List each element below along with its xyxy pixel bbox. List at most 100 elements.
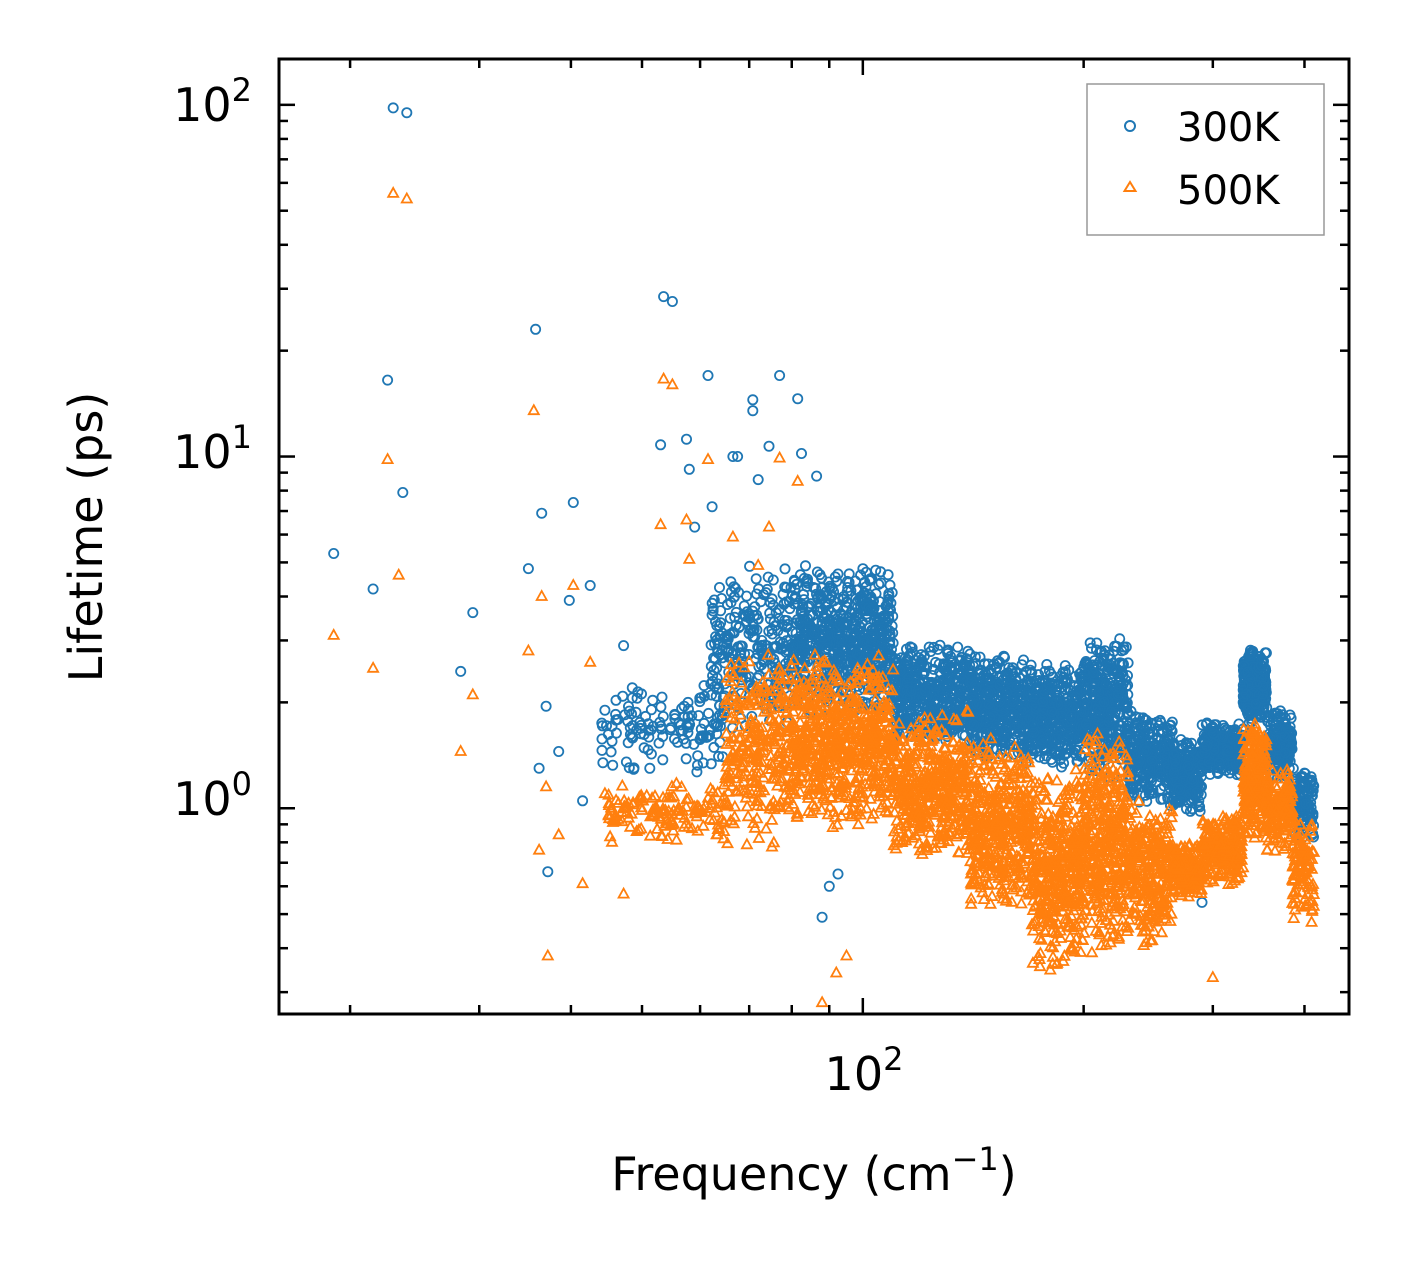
data-point-300k <box>762 571 774 583</box>
data-point-300k <box>744 612 756 624</box>
data-point-300k <box>681 720 693 732</box>
data-point-300k <box>688 738 700 750</box>
data-point-300k <box>715 605 727 617</box>
data-point-300k <box>890 675 902 687</box>
data-point-300k <box>952 641 964 653</box>
data-point-300k <box>917 676 929 688</box>
data-point-300k <box>905 685 917 697</box>
data-point-300k <box>680 737 692 749</box>
data-point-300k <box>775 643 787 655</box>
data-point-300k <box>821 608 833 620</box>
data-point-300k <box>766 628 778 640</box>
data-point-300k <box>797 599 809 611</box>
data-point-300k <box>753 583 765 595</box>
data-point-300k <box>711 683 723 695</box>
data-point-300k <box>826 582 838 594</box>
data-point-300k <box>794 569 806 581</box>
data-point-300k <box>796 604 808 616</box>
data-point-300k <box>909 666 921 678</box>
data-point-300k <box>750 573 762 585</box>
data-point-300k <box>787 590 799 602</box>
data-point-300k <box>716 593 728 605</box>
data-point-300k <box>708 741 720 753</box>
data-point-300k <box>698 680 710 692</box>
data-point-300k <box>865 573 877 585</box>
data-point-300k <box>721 630 733 642</box>
data-point-300k <box>734 621 746 633</box>
data-point-300k <box>818 610 830 622</box>
data-point-300k <box>866 624 878 636</box>
data-point-300k <box>643 724 655 736</box>
data-point-300k <box>832 568 844 580</box>
data-point-300k <box>723 645 735 657</box>
data-point-300k <box>918 650 930 662</box>
data-point-300k <box>833 650 845 662</box>
data-point-300k <box>906 642 918 654</box>
data-point-300k <box>874 631 886 643</box>
data-point-300k <box>722 599 734 611</box>
data-point-300k <box>607 759 619 771</box>
data-point-300k <box>913 652 925 664</box>
data-point-300k <box>747 625 759 637</box>
data-point-300k <box>727 626 739 638</box>
data-point-300k <box>626 692 638 704</box>
data-point-300k <box>706 597 718 609</box>
data-point-300k <box>802 577 814 589</box>
data-point-300k <box>874 613 886 625</box>
data-point-300k <box>610 714 622 726</box>
data-point-300k <box>800 575 812 587</box>
data-point-300k <box>895 698 907 710</box>
data-point-300k <box>711 672 723 684</box>
data-point-300k <box>620 756 632 768</box>
data-point-300k <box>669 709 681 721</box>
data-point-300k <box>811 566 823 578</box>
data-point-300k <box>766 593 778 605</box>
data-point-300k <box>875 577 887 589</box>
data-point-300k <box>711 678 723 690</box>
data-point-300k <box>610 694 622 706</box>
data-point-300k <box>800 560 812 572</box>
data-point-300k <box>774 636 786 648</box>
data-point-300k <box>697 731 709 743</box>
data-point-300k <box>845 585 857 597</box>
data-point-300k <box>814 569 826 581</box>
data-point-300k <box>788 574 800 586</box>
data-point-300k <box>647 694 659 706</box>
data-point-300k <box>796 632 808 644</box>
data-point-300k <box>956 684 968 696</box>
data-point-300k <box>735 647 747 659</box>
data-point-300k <box>680 753 692 765</box>
data-point-300k <box>628 762 640 774</box>
data-point-300k <box>656 691 668 703</box>
data-point-300k <box>1016 659 1028 671</box>
data-point-300k <box>655 723 667 735</box>
data-point-300k <box>834 618 846 630</box>
data-point-300k <box>857 563 869 575</box>
data-point-300k <box>610 727 622 739</box>
data-point-300k <box>841 575 853 587</box>
data-point-300k <box>942 680 954 692</box>
data-point-300k <box>657 711 669 723</box>
data-point-300k <box>682 696 694 708</box>
data-point-300k <box>826 616 838 628</box>
data-point-300k <box>714 709 726 721</box>
data-point-300k <box>845 646 857 658</box>
data-point-300k <box>840 621 852 633</box>
data-point-300k <box>657 754 669 766</box>
data-point-300k <box>860 590 872 602</box>
data-point-300k <box>705 678 717 690</box>
data-point-300k <box>843 568 855 580</box>
data-point-300k <box>636 688 648 700</box>
data-point-300k <box>709 638 721 650</box>
data-point-300k <box>855 569 867 581</box>
data-point-300k <box>912 705 924 717</box>
data-point-300k <box>903 672 915 684</box>
data-point-300k <box>730 606 742 618</box>
data-point-300k <box>851 616 863 628</box>
data-point-300k <box>930 656 942 668</box>
data-point-300k <box>934 639 946 651</box>
data-point-300k <box>779 563 791 575</box>
data-point-300k <box>829 571 841 583</box>
data-point-300k <box>867 628 879 640</box>
